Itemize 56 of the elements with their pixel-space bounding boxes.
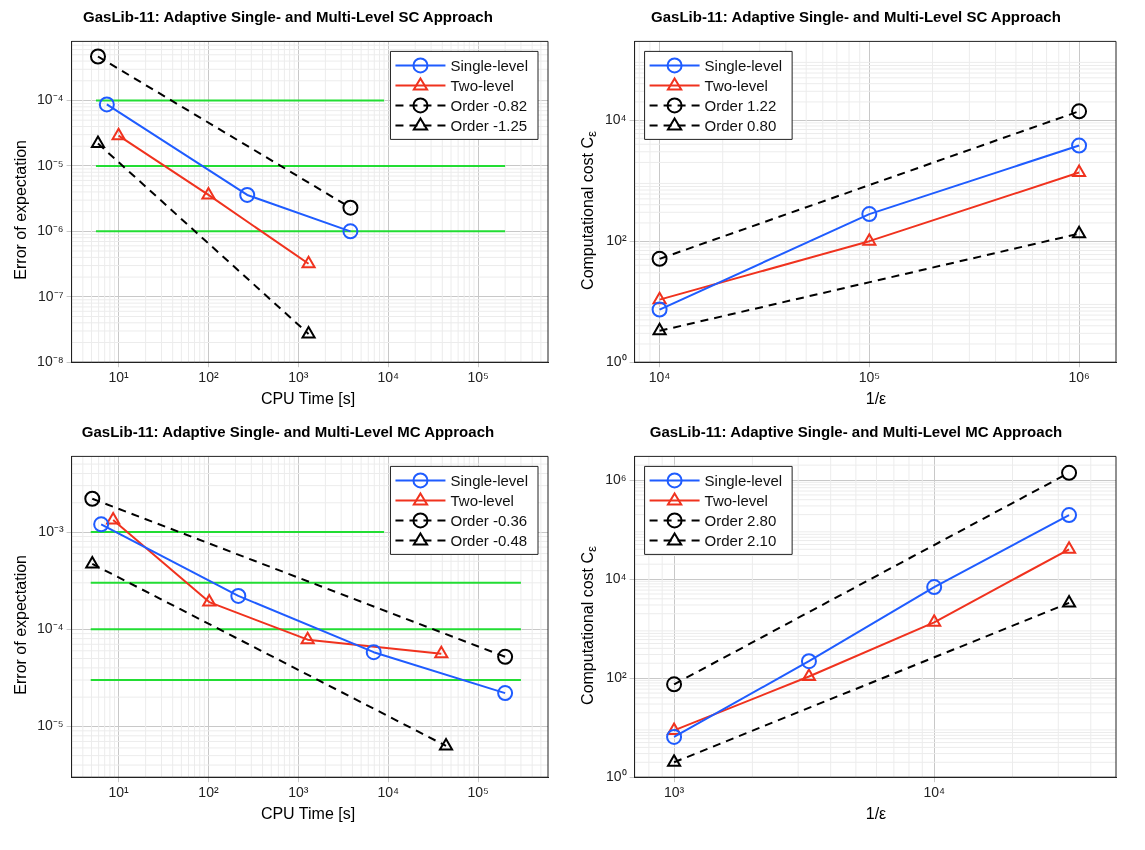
legend-label: Order 0.80 (704, 116, 777, 134)
y-tick-label: 10⁶ (605, 470, 627, 487)
legend-label: Order 2.80 (704, 511, 777, 529)
x-tick-label: 10¹ (108, 784, 130, 801)
x-axis-title: 1/ε (864, 805, 888, 823)
x-tick-label: 10⁵ (467, 369, 489, 386)
legend-label: Two-level (704, 491, 768, 509)
legend-label: Order -1.25 (450, 116, 528, 134)
y-tick-label: 10⁻⁴ (36, 620, 64, 637)
x-tick-label: 10⁴ (923, 784, 945, 801)
legend-label: Order -0.48 (450, 531, 528, 549)
x-tick-label: 10² (198, 784, 219, 801)
y-tick-label: 10⁻⁵ (37, 717, 64, 734)
y-tick-label: 10⁻⁵ (37, 156, 64, 173)
chart-title: GasLib-11: Adaptive Single- and Multi-Level MC Approach (648, 423, 1064, 442)
x-tick-label: 10⁴ (377, 784, 399, 801)
x-tick-label: 10⁴ (377, 369, 399, 386)
y-tick-label: 10⁻⁴ (36, 91, 64, 108)
x-axis-title: CPU Time [s] (259, 805, 357, 823)
legend-label: Single-level (450, 56, 529, 74)
legend-label: Single-level (704, 56, 783, 74)
y-tick-label: 10⁰ (606, 768, 627, 785)
y-tick-label: 10⁻⁷ (37, 287, 64, 304)
y-tick-label: 10² (606, 232, 627, 249)
x-tick-label: 10³ (288, 784, 309, 801)
legend-label: Order -0.82 (450, 96, 528, 114)
y-tick-label: 10⁻³ (38, 522, 64, 539)
legend-label: Two-level (704, 76, 768, 94)
x-tick-label: 10⁵ (858, 369, 881, 386)
y-tick-label: 10⁴ (604, 569, 627, 586)
x-tick-label: 10² (198, 369, 219, 386)
legend-label: Order 2.10 (704, 531, 777, 549)
legend-label: Single-level (450, 471, 529, 489)
y-tick-label: 10⁻⁸ (37, 353, 64, 370)
legend-label: Two-level (450, 76, 514, 94)
y-tick-label: 10² (606, 669, 627, 685)
chart-title: GasLib-11: Adaptive Single- and Multi-Level SC Approach (82, 8, 494, 27)
y-axis-title: Error of expectation (12, 555, 30, 695)
x-tick-label: 10³ (663, 784, 685, 801)
x-axis-title: CPU Time [s] (259, 390, 357, 408)
x-tick-label: 10⁶ (1068, 369, 1090, 386)
chart-title: GasLib-11: Adaptive Single- and Multi-Level MC Approach (80, 423, 496, 442)
y-tick-label: 10⁰ (606, 353, 627, 370)
y-tick-label: 10⁻⁶ (37, 222, 64, 239)
legend-label: Order -0.36 (450, 511, 528, 529)
chart-title: GasLib-11: Adaptive Single- and Multi-Level SC Approach (650, 8, 1062, 27)
legend-label: Order 1.22 (704, 96, 777, 114)
x-tick-label: 10³ (288, 369, 309, 386)
x-tick-label: 10⁴ (648, 369, 671, 386)
x-tick-label: 10⁵ (467, 784, 489, 801)
legend-label: Single-level (704, 471, 783, 489)
legend-label: Two-level (450, 491, 514, 509)
y-axis-title: Error of expectation (12, 140, 30, 280)
y-tick-label: 10⁴ (604, 110, 627, 127)
x-axis-title: 1/ε (864, 390, 888, 408)
x-tick-label: 10¹ (108, 369, 130, 386)
